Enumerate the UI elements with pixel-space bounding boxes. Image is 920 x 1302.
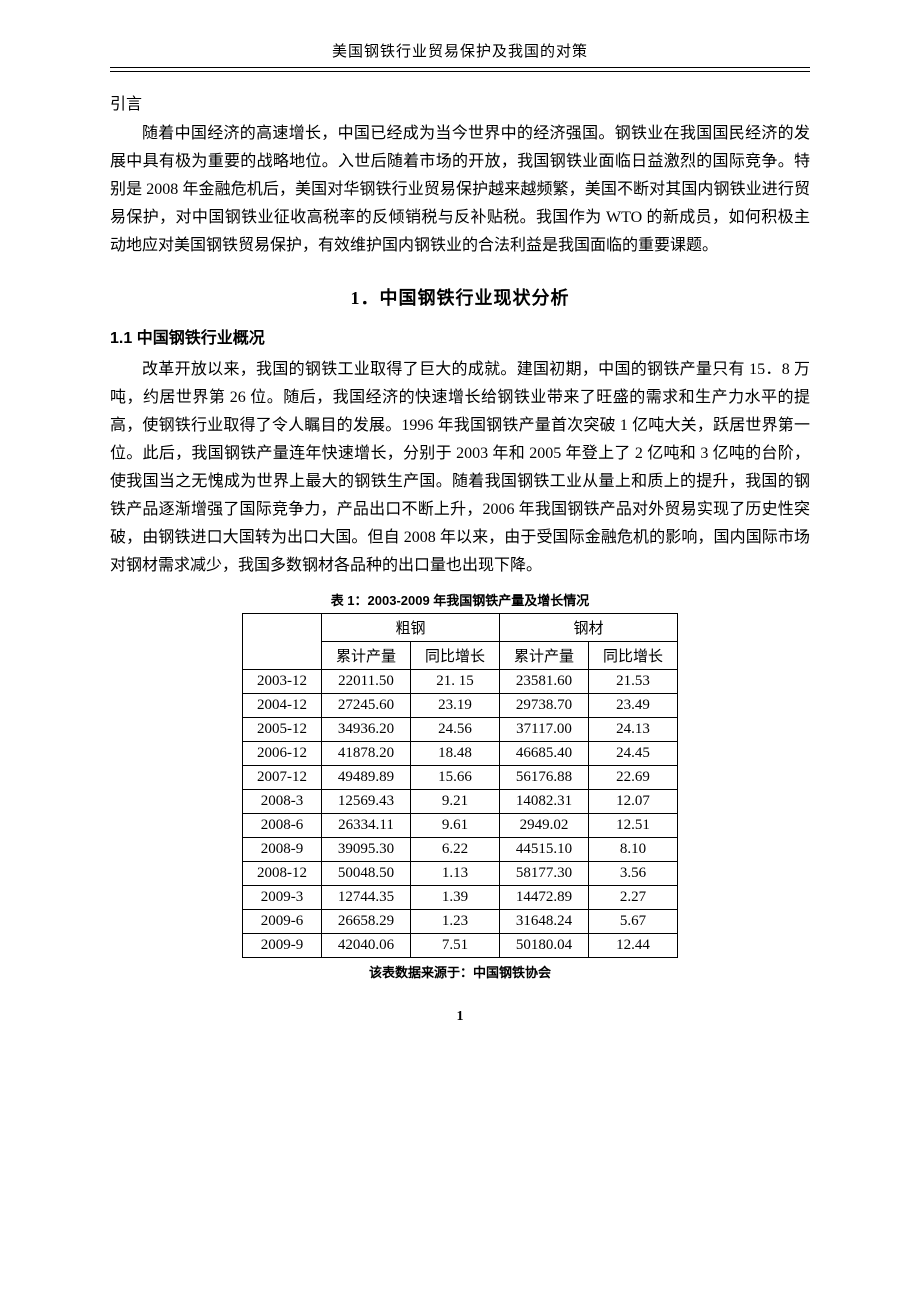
table-cell: 2005-12 [242,718,321,742]
table-cell: 21. 15 [410,670,499,694]
table-cell: 46685.40 [500,742,589,766]
section-1-title: 1．中国钢铁行业现状分析 [110,284,810,310]
table-cell: 12569.43 [321,790,410,814]
table-cell: 34936.20 [321,718,410,742]
table-cell: 2949.02 [500,814,589,838]
table-cell: 2003-12 [242,670,321,694]
table-cell: 58177.30 [500,862,589,886]
table-cell: 2008-9 [242,838,321,862]
table-1-col-prod-total: 累计产量 [500,642,589,670]
table-cell: 22.69 [589,766,678,790]
table-1-head: 粗钢 钢材 累计产量 同比增长 累计产量 同比增长 [242,614,677,670]
table-cell: 5.67 [589,910,678,934]
table-1-col-crude-total: 累计产量 [321,642,410,670]
table-cell: 44515.10 [500,838,589,862]
table-1-body: 2003-1222011.5021. 1523581.6021.532004-1… [242,670,677,958]
table-row: 2003-1222011.5021. 1523581.6021.53 [242,670,677,694]
table-cell: 37117.00 [500,718,589,742]
table-1-group-header-row: 粗钢 钢材 [242,614,677,642]
table-cell: 18.48 [410,742,499,766]
table-cell: 12744.35 [321,886,410,910]
table-row: 2009-312744.351.3914472.892.27 [242,886,677,910]
table-cell: 24.13 [589,718,678,742]
table-cell: 24.45 [589,742,678,766]
table-cell: 2009-9 [242,934,321,958]
table-cell: 9.61 [410,814,499,838]
table-cell: 9.21 [410,790,499,814]
table-cell: 24.56 [410,718,499,742]
page-number: 1 [110,1009,810,1025]
document-page: 美国钢铁行业贸易保护及我国的对策 引言 随着中国经济的高速增长，中国已经成为当今… [0,0,920,1302]
table-cell: 26658.29 [321,910,410,934]
table-cell: 12.51 [589,814,678,838]
subsection-1-1-title: 1.1 中国钢铁行业概况 [110,324,810,348]
table-cell: 23581.60 [500,670,589,694]
table-cell: 7.51 [410,934,499,958]
table-1-caption: 表 1：2003-2009 年我国钢铁产量及增长情况 [110,590,810,609]
table-1-corner [242,614,321,670]
table-cell: 2006-12 [242,742,321,766]
table-cell: 2008-3 [242,790,321,814]
table-cell: 12.07 [589,790,678,814]
table-cell: 2008-6 [242,814,321,838]
subsection-1-1-paragraph: 改革开放以来，我国的钢铁工业取得了巨大的成就。建国初期，中国的钢铁产量只有 15… [110,356,810,580]
running-title: 美国钢铁行业贸易保护及我国的对策 [110,40,810,61]
table-cell: 49489.89 [321,766,410,790]
header-rule [110,67,810,72]
table-1-col-prod-growth: 同比增长 [589,642,678,670]
table-cell: 56176.88 [500,766,589,790]
table-row: 2009-626658.291.2331648.245.67 [242,910,677,934]
table-row: 2007-1249489.8915.6656176.8822.69 [242,766,677,790]
table-cell: 50048.50 [321,862,410,886]
table-cell: 12.44 [589,934,678,958]
table-cell: 2008-12 [242,862,321,886]
table-cell: 3.56 [589,862,678,886]
table-cell: 14472.89 [500,886,589,910]
table-1-col-crude-growth: 同比增长 [410,642,499,670]
table-cell: 39095.30 [321,838,410,862]
table-cell: 2009-3 [242,886,321,910]
table-cell: 6.22 [410,838,499,862]
intro-paragraph: 随着中国经济的高速增长，中国已经成为当今世界中的经济强国。钢铁业在我国国民经济的… [110,120,810,260]
table-cell: 27245.60 [321,694,410,718]
table-cell: 22011.50 [321,670,410,694]
table-cell: 1.39 [410,886,499,910]
table-cell: 1.13 [410,862,499,886]
table-row: 2009-942040.067.5150180.0412.44 [242,934,677,958]
table-cell: 42040.06 [321,934,410,958]
table-row: 2008-939095.306.2244515.108.10 [242,838,677,862]
table-row: 2008-626334.119.612949.0212.51 [242,814,677,838]
table-row: 2008-312569.439.2114082.3112.07 [242,790,677,814]
table-cell: 31648.24 [500,910,589,934]
table-1-group-steel-products: 钢材 [500,614,678,642]
table-cell: 2.27 [589,886,678,910]
table-cell: 8.10 [589,838,678,862]
table-cell: 14082.31 [500,790,589,814]
table-cell: 41878.20 [321,742,410,766]
table-cell: 21.53 [589,670,678,694]
table-row: 2008-1250048.501.1358177.303.56 [242,862,677,886]
intro-label: 引言 [110,90,810,114]
table-row: 2006-1241878.2018.4846685.4024.45 [242,742,677,766]
table-cell: 1.23 [410,910,499,934]
table-1: 粗钢 钢材 累计产量 同比增长 累计产量 同比增长 2003-1222011.5… [242,613,678,958]
table-cell: 2007-12 [242,766,321,790]
table-1-source: 该表数据来源于：中国钢铁协会 [110,962,810,981]
table-cell: 23.19 [410,694,499,718]
table-row: 2004-1227245.6023.1929738.7023.49 [242,694,677,718]
table-cell: 15.66 [410,766,499,790]
table-cell: 26334.11 [321,814,410,838]
table-cell: 23.49 [589,694,678,718]
table-cell: 29738.70 [500,694,589,718]
table-cell: 2004-12 [242,694,321,718]
table-1-group-crude-steel: 粗钢 [321,614,499,642]
table-row: 2005-1234936.2024.5637117.0024.13 [242,718,677,742]
table-cell: 50180.04 [500,934,589,958]
table-cell: 2009-6 [242,910,321,934]
